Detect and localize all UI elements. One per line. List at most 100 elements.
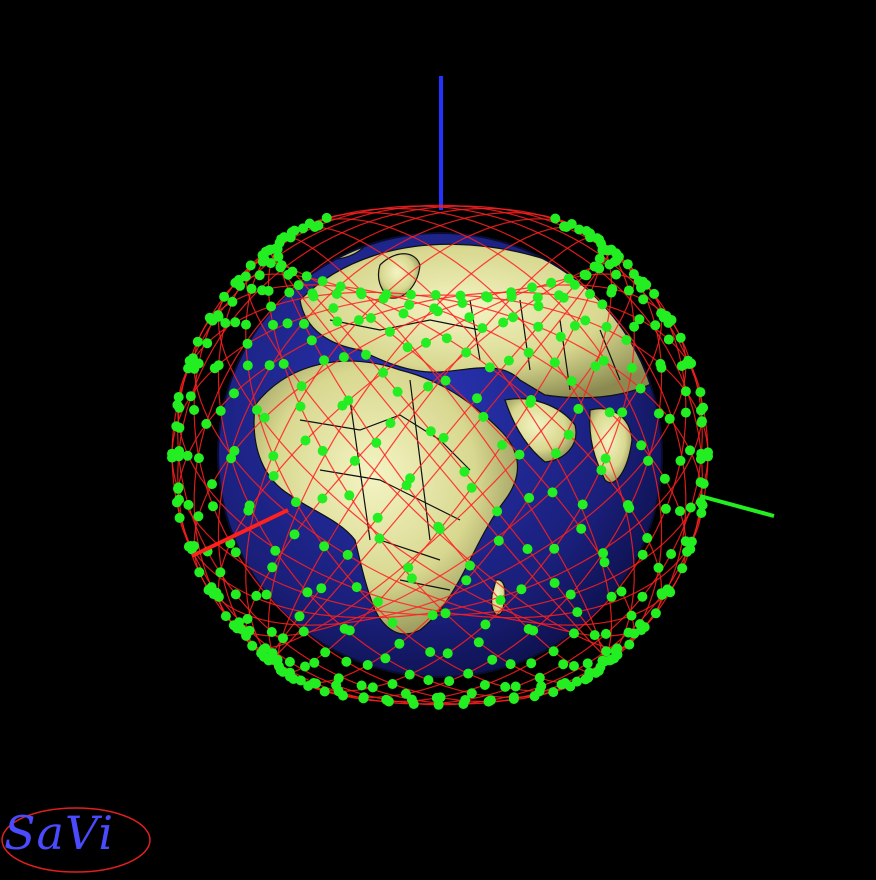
satellite-marker xyxy=(209,363,220,374)
satellite-marker xyxy=(242,360,253,371)
satellite-marker xyxy=(487,654,498,665)
satellite-marker xyxy=(337,400,348,411)
satellite-marker xyxy=(638,294,649,305)
satellite-marker xyxy=(285,232,296,243)
satellite-marker xyxy=(677,563,688,574)
satellite-marker xyxy=(252,404,262,415)
satellite-marker xyxy=(629,321,640,332)
satellite-marker xyxy=(582,658,593,669)
satellite-marker xyxy=(572,607,583,618)
satellite-marker xyxy=(584,667,595,678)
satellite-marker xyxy=(295,401,306,412)
satellite-marker xyxy=(601,646,612,657)
satellite-marker xyxy=(465,560,475,571)
satellite-marker xyxy=(600,453,611,464)
satellite-marker xyxy=(440,375,451,386)
satellite-marker xyxy=(455,290,466,301)
satellite-marker xyxy=(242,338,253,349)
satellite-marker xyxy=(171,497,182,508)
satellite-marker xyxy=(656,588,667,599)
satellite-marker xyxy=(506,292,517,302)
satellite-marker xyxy=(268,471,279,481)
satellite-marker xyxy=(241,319,251,330)
satellite-marker xyxy=(522,544,533,554)
satellite-marker xyxy=(604,407,615,418)
satellite-marker xyxy=(331,289,342,299)
satellite-marker xyxy=(425,647,436,657)
satellite-marker xyxy=(193,453,204,464)
satellite-marker xyxy=(493,535,504,546)
satellite-marker xyxy=(599,557,610,568)
satellite-marker xyxy=(461,347,472,358)
satellite-marker xyxy=(193,511,204,522)
satellite-marker xyxy=(483,696,494,707)
satellite-marker xyxy=(189,541,200,551)
satellite-marker xyxy=(698,402,709,413)
satellite-marker xyxy=(278,633,288,644)
satellite-marker xyxy=(566,219,577,229)
satellite-marker xyxy=(290,497,301,508)
satellite-marker xyxy=(594,253,605,264)
satellite-marker xyxy=(585,228,595,239)
satellite-marker xyxy=(285,671,295,682)
satellite-marker xyxy=(523,624,534,634)
satellite-marker xyxy=(294,611,305,622)
satellite-marker xyxy=(266,301,277,312)
satellite-marker xyxy=(548,687,559,698)
satellite-group xyxy=(167,212,713,710)
satellite-marker xyxy=(301,271,312,282)
satellite-marker xyxy=(653,562,664,573)
satellite-marker xyxy=(257,256,268,267)
satellite-marker xyxy=(649,288,660,299)
satellite-marker xyxy=(351,582,362,593)
satellite-marker xyxy=(685,502,696,513)
satellite-marker xyxy=(526,658,537,669)
satellite-marker xyxy=(675,455,686,466)
satellite-marker xyxy=(215,567,226,578)
satellite-marker xyxy=(339,623,350,634)
satellite-marker xyxy=(549,543,560,554)
satellite-marker xyxy=(273,251,284,262)
satellite-marker xyxy=(508,692,519,703)
satellite-marker xyxy=(442,648,453,659)
satellite-marker xyxy=(356,680,367,691)
satellite-marker xyxy=(498,317,509,328)
satellite-marker xyxy=(295,675,306,686)
satellite-marker xyxy=(597,655,608,666)
satellite-marker xyxy=(257,285,268,296)
satellite-marker xyxy=(394,638,405,649)
satellite-marker xyxy=(430,290,441,300)
satellite-marker xyxy=(300,661,310,672)
satellite-marker xyxy=(259,412,270,423)
satellite-marker xyxy=(566,376,577,387)
satellite-marker xyxy=(378,367,389,378)
satellite-marker xyxy=(593,665,604,676)
satellite-marker xyxy=(606,244,617,255)
satellite-marker xyxy=(309,222,320,232)
satellite-marker xyxy=(549,357,560,368)
satellite-marker xyxy=(183,363,194,374)
satellite-marker xyxy=(230,589,241,600)
satellite-marker xyxy=(635,383,646,394)
satellite-marker xyxy=(432,306,443,317)
satellite-marker xyxy=(576,523,587,534)
satellite-marker xyxy=(338,352,349,363)
satellite-marker xyxy=(229,445,240,456)
orbit-path xyxy=(177,291,703,619)
satellite-marker xyxy=(547,487,558,498)
earth-globe xyxy=(217,232,663,678)
satellite-marker xyxy=(425,426,436,437)
satellite-marker xyxy=(546,277,557,288)
satellite-marker xyxy=(311,678,321,689)
satellite-marker xyxy=(492,506,503,517)
satellite-marker xyxy=(626,362,637,373)
satellite-marker xyxy=(245,260,256,271)
satellite-marker xyxy=(533,301,544,312)
satellite-marker xyxy=(435,692,446,703)
satellite-marker xyxy=(263,655,274,666)
satellite-marker xyxy=(229,388,239,399)
satellite-marker xyxy=(201,418,212,429)
satellite-marker xyxy=(589,261,600,272)
